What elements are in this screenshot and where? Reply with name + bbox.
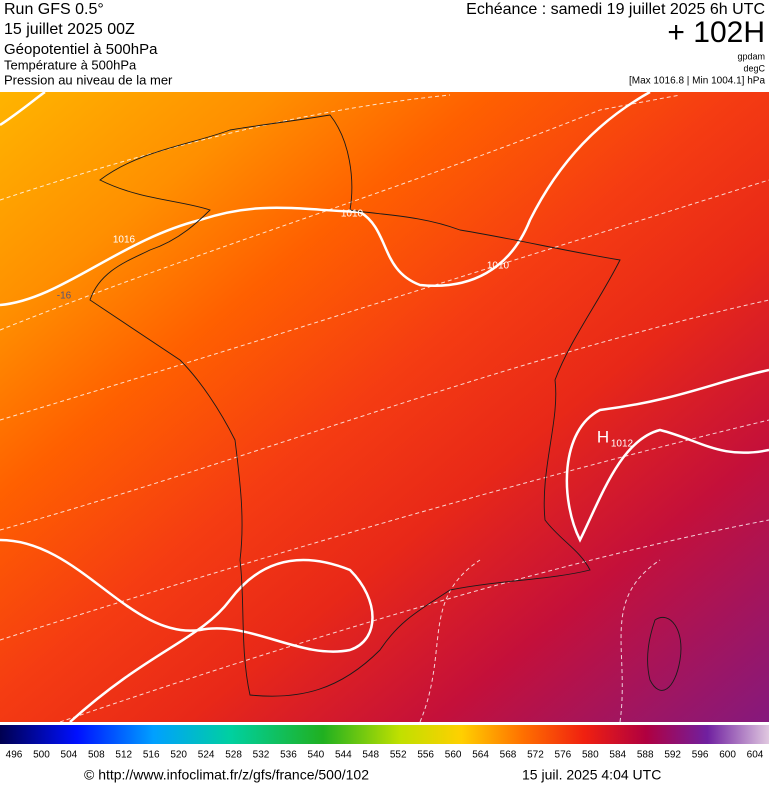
field-label: Pression au niveau de la mer: [4, 72, 173, 87]
colorbar-label: 532: [253, 750, 270, 761]
colorbar-label: 596: [692, 750, 709, 761]
coastline: [89, 114, 682, 697]
source-url: © http://www.infoclimat.fr/z/gfs/france/…: [84, 767, 369, 783]
unit-label: degC: [743, 63, 765, 73]
colorbar-label: 536: [280, 750, 297, 761]
field-label: Géopotentiel à 500hPa: [4, 41, 158, 58]
field-label: Température à 500hPa: [4, 57, 137, 72]
colorbar-label: 592: [664, 750, 681, 761]
unit-label: [Max 1016.8 | Min 1004.1] hPa: [629, 76, 765, 87]
colorbar-label: 540: [308, 750, 325, 761]
colorbar-label: 604: [747, 750, 764, 761]
lead-time: + 102H: [667, 16, 765, 49]
contour-label: 1016: [113, 235, 136, 246]
colorbar-label: 512: [115, 750, 132, 761]
run-date: 15 juillet 2025 00Z: [4, 21, 135, 38]
colorbar-label: 544: [335, 750, 352, 761]
colorbar-label: 504: [61, 750, 78, 761]
unit-label: gpdam: [737, 51, 765, 61]
field-background: [0, 92, 769, 722]
colorbar-label: 556: [417, 750, 434, 761]
colorbar-label: 520: [170, 750, 187, 761]
contour-label: H: [597, 427, 609, 446]
colorbar-label: 580: [582, 750, 599, 761]
colorbar-label: 588: [637, 750, 654, 761]
colorbar-label: 528: [225, 750, 242, 761]
colorbar-label: 496: [6, 750, 23, 761]
pressure-contours: [0, 90, 769, 723]
contour-label: 1010: [341, 209, 364, 220]
colorbar-label: 500: [33, 750, 50, 761]
run-title: Run GFS 0.5°: [4, 1, 104, 18]
contour-label: -16: [57, 291, 72, 302]
colorbar-label: 548: [362, 750, 379, 761]
colorbar-label: 508: [88, 750, 105, 761]
map: 1016 -16 1010 1010 H 1012: [0, 90, 769, 723]
colorbar-label: 564: [472, 750, 489, 761]
colorbar-label: 524: [198, 750, 215, 761]
colorbar-label: 568: [500, 750, 517, 761]
temperature-contours: [0, 94, 769, 723]
colorbar-label: 576: [555, 750, 572, 761]
contour-label: 1012: [611, 439, 634, 450]
colorbar-label: 560: [445, 750, 462, 761]
colorbar-label: 600: [719, 750, 736, 761]
colorbar: [0, 725, 769, 744]
contour-label: 1010: [487, 261, 510, 272]
colorbar-label: 516: [143, 750, 160, 761]
generated-time: 15 juil. 2025 4:04 UTC: [522, 767, 661, 783]
colorbar-label: 572: [527, 750, 544, 761]
colorbar-label: 552: [390, 750, 407, 761]
valid-time: Echéance : samedi 19 juillet 2025 6h UTC: [466, 1, 765, 18]
colorbar-label: 584: [609, 750, 626, 761]
